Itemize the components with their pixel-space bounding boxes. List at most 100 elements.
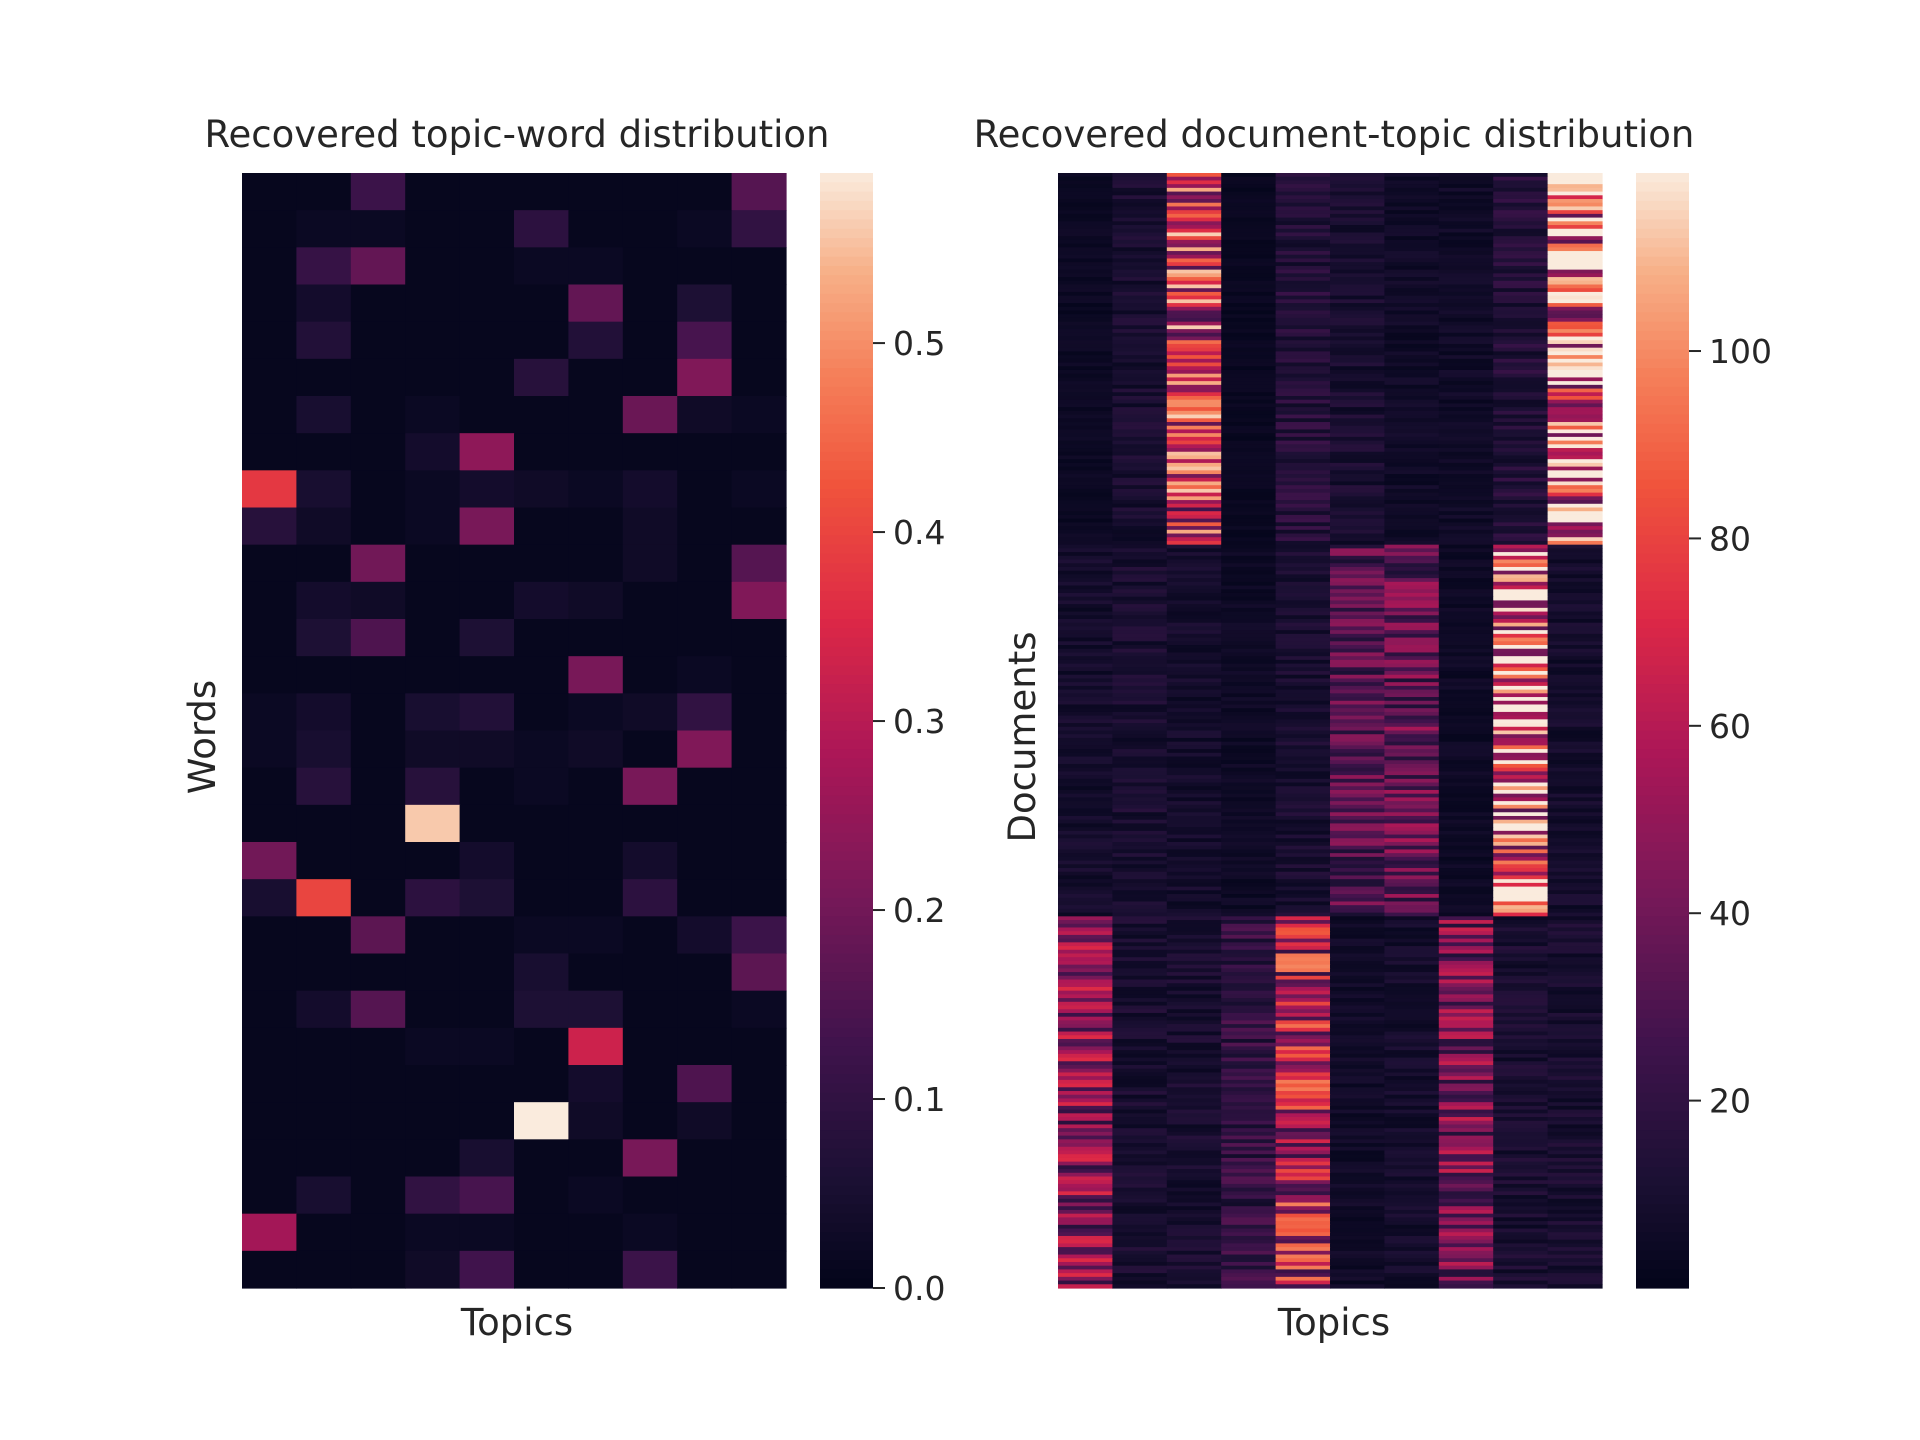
heatmap-cell (1058, 592, 1113, 598)
heatmap-cell (1166, 1224, 1222, 1230)
heatmap-cell (1221, 477, 1277, 483)
heatmap-cell (1493, 823, 1549, 828)
heatmap-cell (1438, 704, 1494, 709)
heatmap-cell (1221, 868, 1277, 873)
heatmap-cell (1384, 436, 1440, 442)
heatmap-cell (1112, 615, 1168, 620)
heatmap-cell (1112, 1061, 1168, 1066)
heatmap-cell (1438, 1001, 1494, 1007)
heatmap-cell (1221, 448, 1277, 453)
heatmap-cell (1112, 381, 1168, 386)
heatmap-cell (1275, 329, 1331, 334)
heatmap-cell (1112, 358, 1168, 364)
heatmap-cell (1438, 388, 1494, 393)
heatmap-cell (1166, 500, 1222, 505)
heatmap-cell (1330, 1061, 1385, 1066)
heatmap-cell (1275, 957, 1331, 962)
colorbar-segment (1636, 442, 1689, 453)
heatmap-cell (1058, 358, 1113, 364)
heatmap-cell (731, 1065, 787, 1103)
heatmap-cell (1112, 1161, 1168, 1166)
heatmap-cell (1547, 1250, 1603, 1256)
heatmap-cell (1166, 1117, 1222, 1122)
heatmap-cell (1384, 373, 1440, 379)
colorbar-segment (1636, 684, 1689, 694)
heatmap-cell (1275, 1228, 1331, 1233)
heatmap-cell (1112, 1235, 1168, 1241)
colorbar-tick-label: 0.3 (893, 702, 945, 741)
heatmap-cell (1384, 251, 1440, 256)
heatmap-cell (1058, 1076, 1113, 1081)
heatmap-cell (1112, 474, 1168, 479)
heatmap-cell (1275, 949, 1331, 955)
heatmap-cell (1112, 589, 1168, 594)
heatmap-cell (1330, 1087, 1385, 1092)
colorbar-segment (1636, 600, 1689, 611)
heatmap-cell (1438, 871, 1494, 877)
heatmap-cell (1330, 659, 1385, 665)
heatmap-cell (514, 916, 569, 955)
heatmap-cell (1384, 544, 1440, 549)
heatmap-cell (1166, 897, 1222, 903)
heatmap-cell (1058, 1035, 1113, 1040)
heatmap-cell (1438, 462, 1494, 468)
heatmap-cell (1493, 369, 1549, 375)
heatmap-cell (1384, 760, 1440, 765)
heatmap-cell (1330, 355, 1385, 360)
heatmap-cell (1112, 1050, 1168, 1055)
heatmap-cell (1166, 258, 1222, 263)
heatmap-cell (1330, 1161, 1385, 1166)
heatmap-cell (350, 433, 406, 471)
heatmap-cell (1275, 1076, 1331, 1081)
heatmap-cell (1221, 210, 1277, 215)
y-axis-label: Documents (1001, 632, 1044, 843)
heatmap-cell (1547, 291, 1603, 297)
heatmap-cell (1330, 968, 1385, 973)
heatmap-cell (1438, 1150, 1494, 1155)
heatmap-cell (242, 953, 297, 992)
heatmap-cell (1058, 332, 1113, 338)
heatmap-cell (1112, 537, 1168, 542)
heatmap-cell (1438, 767, 1494, 772)
heatmap-cell (1058, 723, 1113, 728)
heatmap-cell (1112, 1065, 1168, 1070)
heatmap-cell (1547, 760, 1603, 765)
heatmap-cell (1384, 529, 1440, 535)
heatmap-cell (350, 321, 406, 360)
colorbar-segment (820, 619, 873, 629)
heatmap-cell (1058, 1269, 1113, 1274)
heatmap-cell (1058, 210, 1113, 215)
heatmap-cell (1058, 1224, 1113, 1230)
heatmap-cell (1547, 329, 1603, 334)
heatmap-cell (1493, 537, 1549, 542)
heatmap-cell (1221, 1183, 1277, 1189)
heatmap-cell (1166, 310, 1222, 315)
heatmap-cell (1221, 1169, 1277, 1174)
heatmap-cell (1221, 273, 1277, 278)
heatmap-cell (1166, 689, 1222, 694)
heatmap-cell (1330, 306, 1385, 312)
heatmap-cell (1384, 332, 1440, 338)
heatmap-cell (1384, 1161, 1440, 1166)
heatmap-cell (1166, 1176, 1222, 1181)
colorbar-segment (1636, 674, 1689, 685)
heatmap-cell (1384, 1042, 1440, 1048)
heatmap-cell (1547, 741, 1603, 746)
heatmap-cell (1330, 615, 1385, 620)
heatmap-cell (1058, 949, 1113, 955)
heatmap-cell (1166, 369, 1222, 375)
heatmap-cell (1330, 778, 1385, 784)
heatmap-cell (1493, 299, 1549, 304)
heatmap-cell (1112, 284, 1168, 289)
heatmap-cell (1493, 838, 1549, 843)
heatmap-cell (1438, 953, 1494, 958)
heatmap-cell (1112, 737, 1168, 743)
heatmap-cell (1275, 1224, 1331, 1230)
heatmap-cell (1058, 804, 1113, 810)
heatmap-cell (1112, 771, 1168, 776)
heatmap-cell (1275, 336, 1331, 341)
heatmap-cell (1547, 1109, 1603, 1114)
colorbar-segment (820, 303, 873, 313)
heatmap-cell (1493, 1050, 1549, 1055)
